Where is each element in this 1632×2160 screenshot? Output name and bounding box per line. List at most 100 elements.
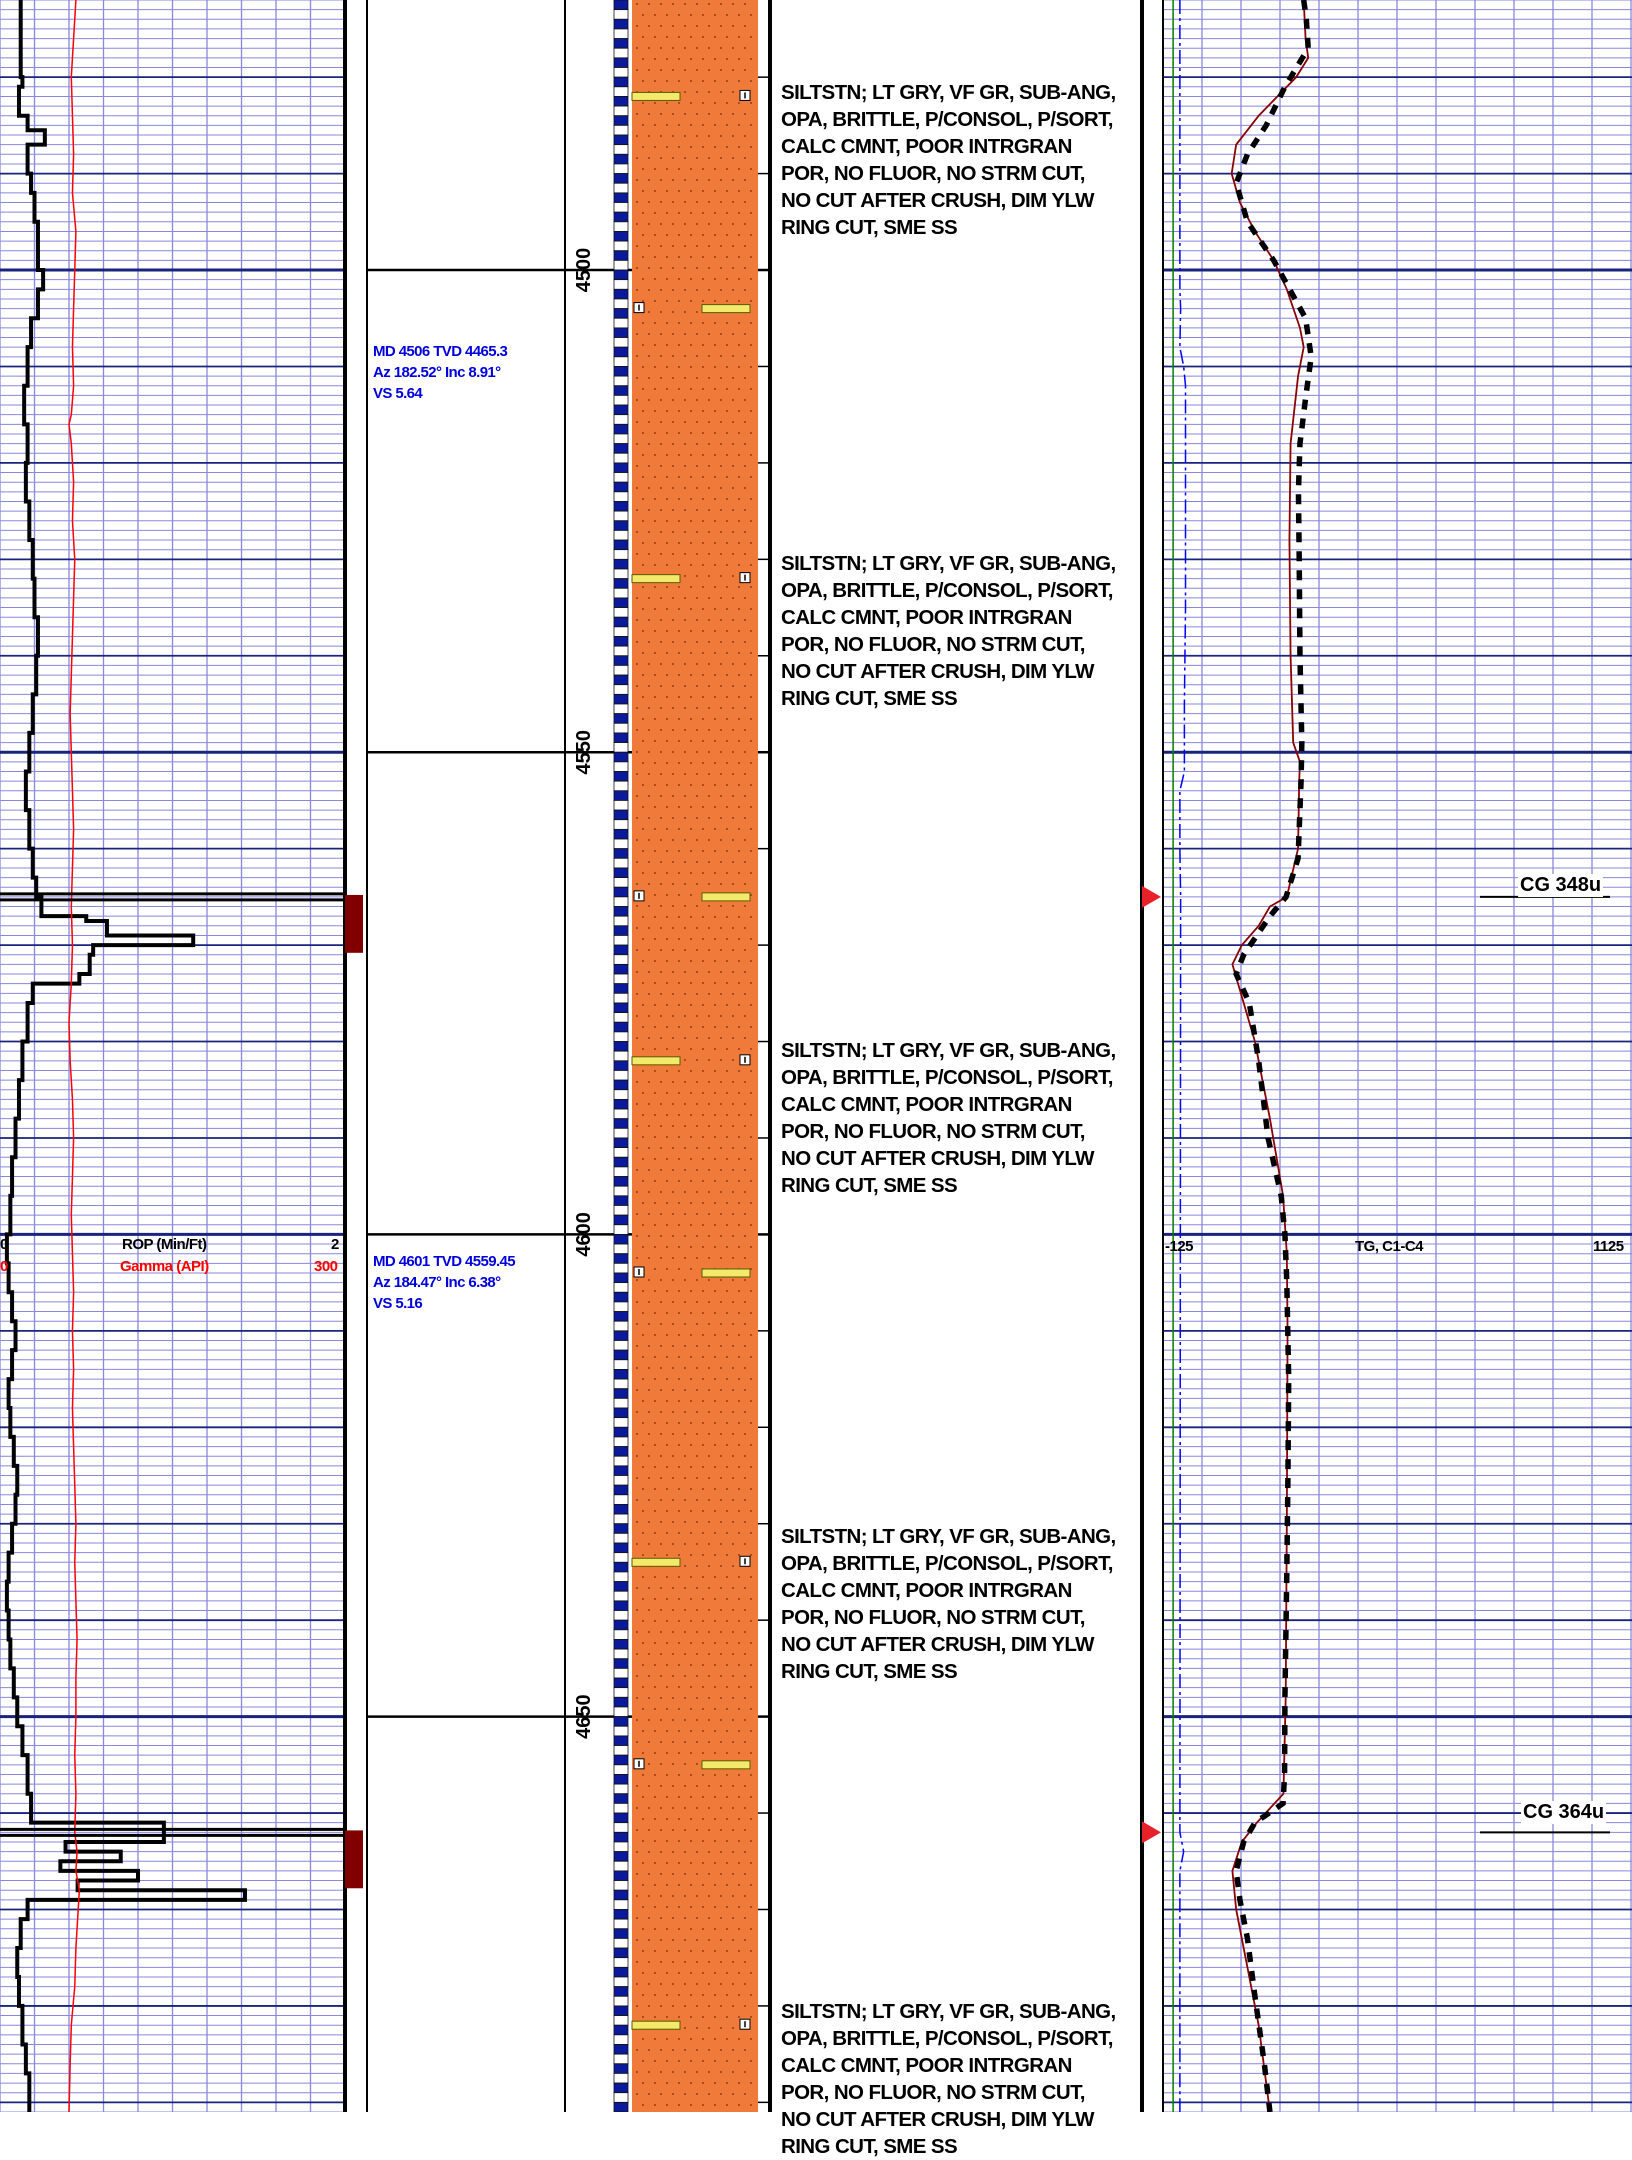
- siltstone-dot: [654, 1818, 656, 1820]
- siltstone-dot: [678, 608, 680, 610]
- depth-bar-cell: [613, 1667, 629, 1679]
- depth-bar-cell: [613, 394, 629, 406]
- siltstone-dot: [738, 1598, 740, 1600]
- siltstone-dot: [642, 388, 644, 390]
- siltstone-dot: [678, 1312, 680, 1314]
- siltstone-dot: [636, 1521, 638, 1523]
- siltstone-dot: [654, 520, 656, 522]
- siltstone-dot: [672, 1631, 674, 1633]
- siltstone-dot: [702, 850, 704, 852]
- siltstone-dot: [654, 1972, 656, 1974]
- siltstone-dot: [726, 652, 728, 654]
- track-structure: [343, 0, 1164, 2112]
- siltstone-dot: [720, 1719, 722, 1721]
- siltstone-dot: [750, 828, 752, 830]
- blue-curve: [1179, 0, 1187, 2112]
- siltstone-dot: [708, 1279, 710, 1281]
- siltstone-dot: [714, 432, 716, 434]
- siltstone-dot: [702, 718, 704, 720]
- siltstone-dot: [720, 927, 722, 929]
- siltstone-dot: [738, 1774, 740, 1776]
- siltstone-dot: [678, 696, 680, 698]
- siltstone-dot: [690, 1114, 692, 1116]
- siltstone-dot: [708, 707, 710, 709]
- siltstone-dot: [672, 421, 674, 423]
- siltstone-dot: [660, 487, 662, 489]
- siltstone-dot: [714, 1114, 716, 1116]
- siltstone-dot: [666, 498, 668, 500]
- siltstone-dot: [750, 1752, 752, 1754]
- siltstone-dot: [696, 1147, 698, 1149]
- siltstone-dot: [636, 619, 638, 621]
- siltstone-dot: [714, 1598, 716, 1600]
- siltstone-dot: [684, 1873, 686, 1875]
- siltstone-dot: [648, 157, 650, 159]
- depth-bar-cell: [613, 1581, 629, 1592]
- siltstone-dot: [690, 1246, 692, 1248]
- siltstone-dot: [690, 630, 692, 632]
- siltstone-dot: [642, 476, 644, 478]
- siltstone-dot: [738, 916, 740, 918]
- siltstone-dot: [750, 1708, 752, 1710]
- siltstone-dot: [702, 608, 704, 610]
- siltstone-dot: [654, 1466, 656, 1468]
- siltstone-dot: [744, 597, 746, 599]
- siltstone-dot: [636, 2005, 638, 2007]
- siltstone-dot: [738, 1004, 740, 1006]
- siltstone-dot: [744, 1169, 746, 1171]
- siltstone-dot: [636, 1125, 638, 1127]
- siltstone-dot: [672, 1543, 674, 1545]
- siltstone-dot: [636, 289, 638, 291]
- siltstone-dot: [744, 553, 746, 555]
- siltstone-dot: [744, 1125, 746, 1127]
- siltstone-dot: [654, 212, 656, 214]
- siltstone-dot: [678, 1906, 680, 1908]
- siltstone-dot: [720, 487, 722, 489]
- siltstone-dot: [702, 1840, 704, 1842]
- siltstone-dot: [684, 135, 686, 137]
- siltstone-dot: [702, 828, 704, 830]
- siltstone-dot: [750, 1114, 752, 1116]
- siltstone-dot: [642, 1246, 644, 1248]
- siltstone-dot: [696, 2071, 698, 2073]
- siltstone-dot: [678, 234, 680, 236]
- siltstone-dot: [708, 1741, 710, 1743]
- siltstone-dot: [690, 1686, 692, 1688]
- siltstone-dot: [678, 630, 680, 632]
- siltstone-dot: [732, 1719, 734, 1721]
- siltstone-dot: [750, 1158, 752, 1160]
- siltstone-dot: [672, 927, 674, 929]
- siltstone-dot: [666, 1070, 668, 1072]
- siltstone-dot: [666, 36, 668, 38]
- siltstone-dot: [738, 58, 740, 60]
- siltstone-dot: [648, 443, 650, 445]
- siltstone-dot: [750, 212, 752, 214]
- siltstone-dot: [708, 773, 710, 775]
- siltstone-dot: [738, 256, 740, 258]
- siltstone-dot: [654, 1730, 656, 1732]
- siltstone-dot: [696, 289, 698, 291]
- siltstone-dot: [696, 553, 698, 555]
- siltstone-dot: [684, 1147, 686, 1149]
- siltstone-dot: [720, 377, 722, 379]
- siltstone-dot: [660, 597, 662, 599]
- sand-streak: [631, 2020, 681, 2030]
- depth-bar-cell: [613, 1147, 629, 1158]
- siltstone-dot: [726, 344, 728, 346]
- depth-bar-cell: [613, 1802, 629, 1814]
- siltstone-dot: [738, 1510, 740, 1512]
- siltstone-dot: [648, 751, 650, 753]
- siltstone-dot: [702, 1466, 704, 1468]
- siltstone-dot: [648, 861, 650, 863]
- siltstone-dot: [726, 102, 728, 104]
- siltstone-dot: [660, 729, 662, 731]
- siltstone-dot: [654, 1026, 656, 1028]
- siltstone-dot: [648, 1653, 650, 1655]
- siltstone-dot: [738, 476, 740, 478]
- siltstone-dot: [750, 168, 752, 170]
- siltstone-dot: [678, 674, 680, 676]
- siltstone-dot: [738, 1620, 740, 1622]
- siltstone-dot: [636, 1081, 638, 1083]
- siltstone-dot: [738, 1136, 740, 1138]
- siltstone-dot: [750, 1862, 752, 1864]
